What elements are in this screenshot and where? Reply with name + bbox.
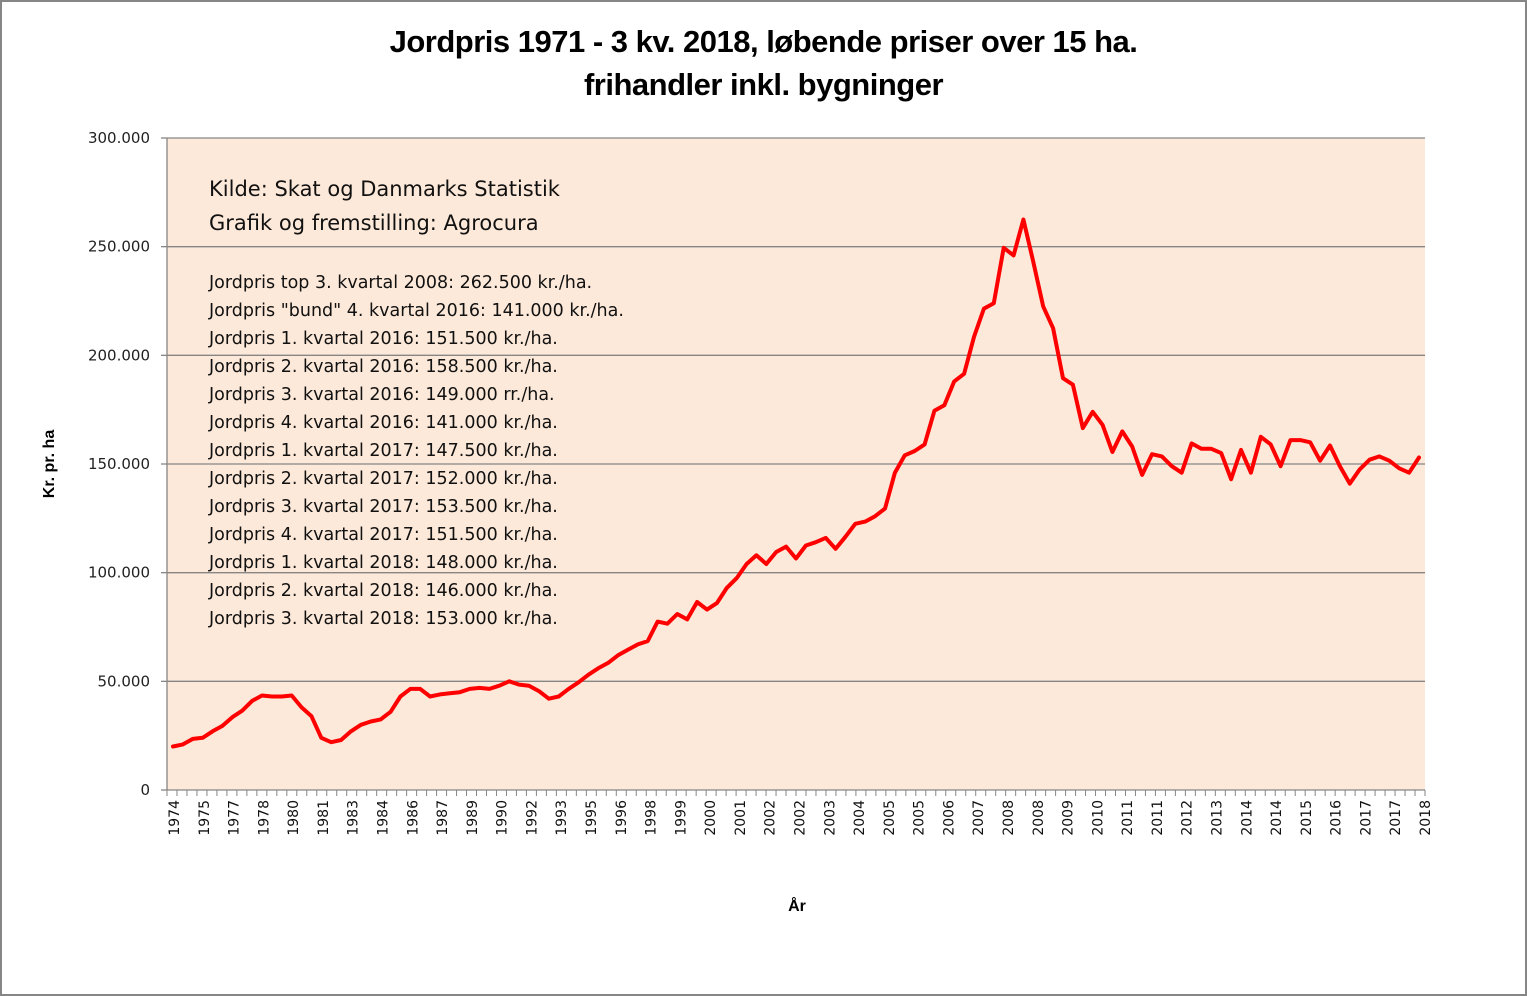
x-tick-label: 2007 (971, 800, 987, 836)
x-tick-label: 2008 (1031, 800, 1047, 836)
x-tick-label: 1974 (167, 800, 183, 836)
price-note: Jordpris 4. kvartal 2017: 151.500 kr./ha… (208, 525, 558, 545)
price-note: Jordpris 1. kvartal 2017: 147.500 kr./ha… (208, 441, 558, 461)
x-tick-label: 1978 (256, 800, 272, 836)
gridlines (167, 137, 1425, 682)
y-axis: 0 50.000 100.000 150.000 200.000 250.000 300.0… (88, 129, 168, 799)
price-note: Jordpris 1. kvartal 2018: 148.000 kr./ha… (208, 553, 558, 573)
x-tick-label: 1981 (316, 800, 332, 836)
source-note: Grafik og fremstilling: Agrocura (209, 211, 539, 235)
x-tick-label: 1987 (435, 800, 451, 836)
x-tick-label: 2010 (1090, 800, 1106, 836)
y-tick-label: 0 (140, 781, 150, 799)
x-tick-label: 2003 (822, 800, 838, 836)
x-tick-label: 2018 (1418, 800, 1434, 836)
x-tick-label: 2008 (1001, 800, 1017, 836)
x-tick-label: 2006 (941, 800, 957, 836)
x-tick-label: 2005 (912, 800, 928, 836)
y-tick-label: 250.000 (88, 238, 150, 256)
x-tick-label: 2015 (1299, 800, 1315, 836)
price-note: Jordpris 3. kvartal 2017: 153.500 kr./ha… (208, 497, 558, 517)
x-tick-label: 2016 (1329, 800, 1345, 836)
x-tick-label: 2017 (1388, 800, 1404, 836)
price-note: Jordpris 2. kvartal 2016: 158.500 kr./ha… (208, 357, 558, 377)
x-tick-label: 1999 (673, 800, 689, 836)
x-tick-label: 2002 (763, 800, 779, 836)
x-axis: 1974 1975 1977 1978 1980 1981 1983 1984 1986 1987… (166, 789, 1434, 836)
y-tick-label: 150.000 (88, 455, 150, 473)
x-tick-label: 2014 (1239, 800, 1255, 836)
x-tick-label: 1996 (614, 800, 630, 836)
x-tick-label: 2009 (1061, 800, 1077, 836)
x-axis-title: År (788, 896, 806, 915)
price-note: Jordpris top 3. kvartal 2008: 262.500 kr… (208, 273, 592, 293)
price-note: Jordpris 4. kvartal 2016: 141.000 kr./ha… (208, 413, 558, 433)
x-tick-label: 1995 (584, 800, 600, 836)
x-tick-label: 2000 (703, 800, 719, 836)
x-tick-label: 1998 (644, 800, 660, 836)
price-note: Jordpris 3. kvartal 2018: 153.000 kr./ha… (208, 609, 558, 629)
x-tick-label: 2011 (1150, 800, 1166, 836)
x-tick-label: 1980 (286, 800, 302, 836)
x-tick-label: 2011 (1120, 800, 1136, 836)
x-tick-label: 2013 (1210, 800, 1226, 836)
chart-title-line1: Jordpris 1971 - 3 kv. 2018, løbende pris… (389, 24, 1138, 59)
annotations: Kilde: Skat og Danmarks Statistik Grafik … (208, 177, 624, 629)
y-tick-label: 50.000 (98, 672, 151, 690)
x-tick-label: 2012 (1180, 800, 1196, 836)
y-tick-label: 300.000 (88, 129, 150, 147)
x-tick-label: 2001 (733, 800, 749, 836)
chart-subtitle: frihandler inkl. bygninger (583, 67, 944, 102)
series-group (171, 217, 1421, 749)
x-tick-label: 2014 (1269, 800, 1285, 836)
x-tick-label: 1986 (405, 800, 421, 836)
price-note: Jordpris 2. kvartal 2017: 152.000 kr./ha… (208, 469, 558, 489)
x-tick-label: 1977 (227, 800, 243, 836)
x-tick-label: 1989 (465, 800, 481, 836)
price-note: Jordpris "bund" 4. kvartal 2016: 141.000… (208, 301, 624, 321)
y-axis-title: Kr. pr. ha (41, 430, 58, 499)
x-tick-label: 2002 (793, 800, 809, 836)
x-tick-label: 2005 (882, 800, 898, 836)
chart-title: Jordpris 1971 - 3 kv. 2018, løbende pris… (0, 20, 1527, 106)
x-tick-label: 1975 (197, 800, 213, 836)
x-tick-label: 2017 (1358, 800, 1374, 836)
series-line-jordpris (171, 217, 1421, 749)
x-tick-label: 1984 (376, 800, 392, 836)
price-note: Jordpris 2. kvartal 2018: 146.000 kr./ha… (208, 581, 558, 601)
x-tick-label: 1990 (495, 800, 511, 836)
source-note: Kilde: Skat og Danmarks Statistik (209, 177, 561, 201)
x-tick-label: 1983 (346, 800, 362, 836)
y-tick-label: 200.000 (88, 346, 150, 364)
price-note: Jordpris 1. kvartal 2016: 151.500 kr./ha… (208, 329, 558, 349)
price-note: Jordpris 3. kvartal 2016: 149.000 rr./ha… (208, 385, 555, 405)
x-tick-label: 1993 (554, 800, 570, 836)
x-tick-label: 1992 (524, 800, 540, 836)
y-tick-label: 100.000 (88, 564, 150, 582)
x-tick-label: 2004 (852, 800, 868, 836)
